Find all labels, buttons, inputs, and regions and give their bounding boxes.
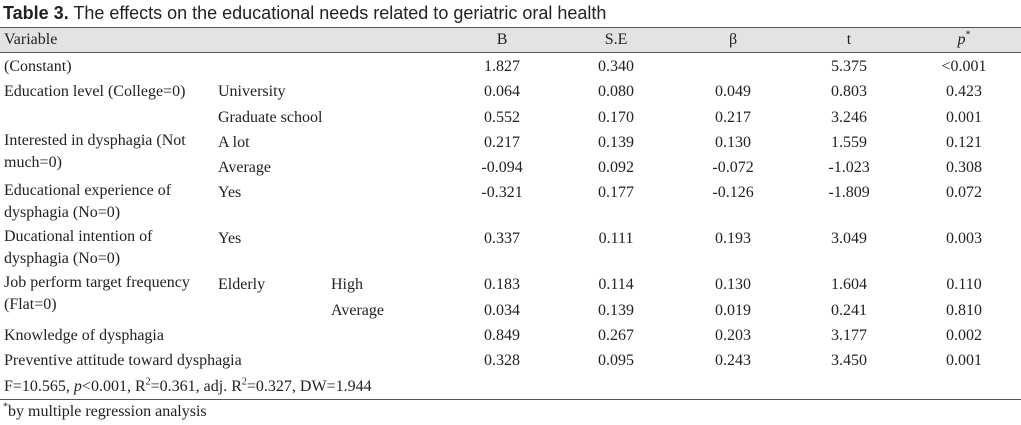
model-stats-row: F=10.565, p<0.001, R2=0.361, adj. R2=0.3…: [0, 373, 1021, 400]
row-label: Job perform target frequency (Flat=0): [4, 274, 190, 314]
table-footnote: *by multiple regression analysis: [3, 401, 207, 420]
table-row: Job perform target frequency (Flat=0) El…: [0, 272, 1021, 313]
col-t: t: [791, 27, 908, 53]
table-row: Average -0.094 0.092 -0.072 -1.023 0.308: [218, 159, 983, 177]
header-row: Variable B S.E β t p*: [0, 27, 1021, 53]
regression-table: Variable B S.E β t p* (Constant) 1.827 0…: [0, 27, 1021, 400]
model-stats: F=10.565, p<0.001, R2=0.361, adj. R2=0.3…: [0, 373, 1021, 400]
table-caption: Table 3. The effects on the educational …: [3, 0, 606, 26]
row-label: Educational experience of dysphagia (No=…: [4, 182, 172, 222]
table-row: Interested in dysphagia (Not much=0) A l…: [0, 130, 1021, 171]
row-label: Education level (College=0): [4, 83, 186, 101]
col-variable: Variable: [0, 27, 448, 53]
table-row: Graduate school 0.552 0.170 0.217 3.246 …: [218, 108, 983, 126]
table-row: (Constant) 1.827 0.340 5.375 <0.001: [4, 58, 987, 75]
col-beta: β: [675, 27, 792, 53]
col-p: p*: [907, 27, 1021, 53]
caption-text: The effects on the educational needs rel…: [73, 3, 607, 23]
table-row: Education level (College=0) University 0…: [0, 79, 1021, 104]
table-row: Average 0.034 0.139 0.019 0.241 0.810: [331, 301, 983, 319]
table-row: Educational experience of dysphagia (No=…: [0, 180, 1021, 226]
row-label: Interested in dysphagia (Not much=0): [4, 131, 186, 171]
col-se: S.E: [557, 27, 676, 53]
col-b: B: [447, 27, 558, 53]
table-row: Knowledge of dysphagia 0.849 0.267 0.203…: [4, 327, 983, 345]
row-label: Ducational intention of dysphagia (No=0): [4, 228, 153, 268]
table-row: Ducational intention of dysphagia (No=0)…: [0, 226, 1021, 272]
table-row: Preventive attitude toward dysphagia 0.3…: [4, 352, 983, 370]
caption-label: Table 3.: [3, 3, 69, 23]
